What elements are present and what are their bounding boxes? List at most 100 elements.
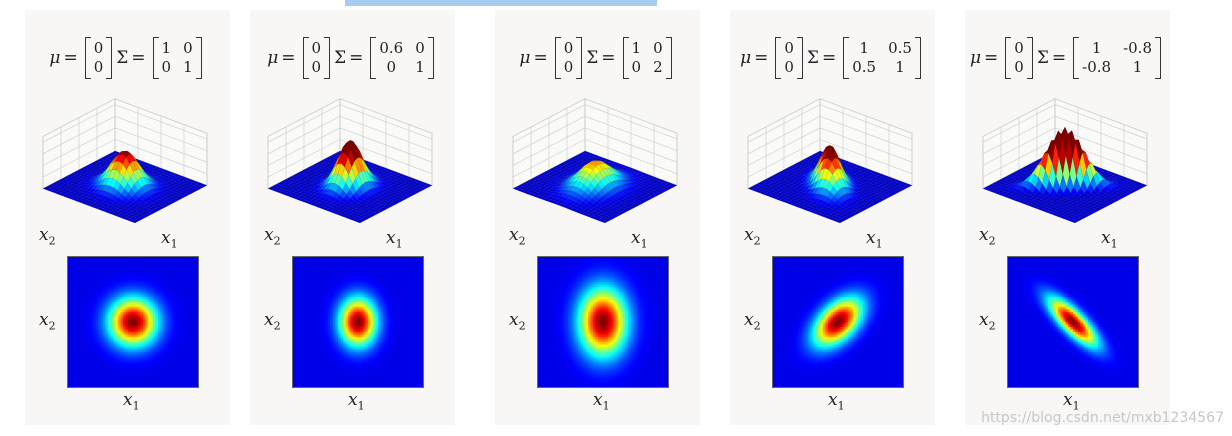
surface-plot-group: [42, 98, 208, 224]
density-heatmap-canvas: [68, 257, 198, 387]
covariance-matrix-entry: -0.8: [1123, 39, 1152, 57]
covariance-matrix-left-bracket: [1073, 37, 1080, 79]
covariance-matrix-entry: 0: [631, 58, 642, 76]
watermark-text: https://blog.csdn.net/mxb1234567: [981, 410, 1224, 426]
mean-vector-right-bracket: [106, 37, 113, 79]
surface-x1-label: x1: [161, 228, 178, 250]
heatmap-x1-label: x1: [123, 390, 140, 412]
heatmap-x2-label: x2: [979, 310, 996, 332]
surface-facet: [130, 219, 139, 224]
wall-gridline: [747, 139, 913, 178]
sigma-symbol: Σ: [1036, 48, 1049, 68]
heatmap-x1-label-x: x: [828, 390, 838, 410]
density-heatmap-canvas: [293, 257, 423, 387]
parameter-formula: μ = 0 0 Σ = 1 0 0 2: [495, 28, 700, 88]
equals-sign: =: [601, 48, 616, 68]
mean-vector-left-bracket: [554, 37, 561, 79]
mean-vector-entry: 0: [1014, 58, 1024, 76]
covariance-matrix-right-bracket: [1155, 37, 1161, 79]
heatmap-x1-label-x: x: [123, 390, 133, 410]
covariance-matrix-right-bracket: [914, 37, 921, 79]
surface-x2-label: x2: [264, 225, 281, 247]
covariance-matrix-entry: 0: [415, 39, 425, 57]
surface-x2-label: x2: [744, 225, 761, 247]
density-heatmap-canvas: [1008, 257, 1138, 387]
surface-x2-label: x2: [509, 225, 526, 247]
surface-x1-label: x1: [386, 228, 403, 250]
gaussian-panel-4: μ = 0 0 Σ = 1 0.5 0.5 1 x2 x1 x2 x1: [730, 10, 935, 425]
equals-sign: =: [754, 48, 769, 68]
wall-gridline: [982, 104, 1148, 143]
density-surface-plot: [512, 98, 678, 224]
heatmap-x2-label-x: x: [264, 310, 274, 330]
surface-plot-group: [982, 98, 1148, 224]
density-heatmap: [292, 256, 424, 388]
heatmap-x2-label-x: x: [39, 310, 49, 330]
parameter-formula: μ = 0 0 Σ = 1 0 0 1: [25, 28, 230, 88]
wall-gridline: [982, 127, 1148, 166]
surface-x2-label-x: x: [744, 225, 754, 245]
density-surface-plot: [42, 98, 208, 224]
surface-x1-label-x: x: [631, 228, 641, 248]
covariance-matrix-entry: 2: [653, 58, 663, 76]
surface-x2-label-x: x: [979, 225, 989, 245]
wall-gridline: [747, 115, 913, 155]
wall-gridline: [982, 115, 1148, 155]
covariance-matrix-entry: 1: [859, 39, 869, 57]
equals-sign: =: [281, 48, 296, 68]
mean-vector-entry: 0: [563, 39, 574, 57]
surface-x2-label-x: x: [39, 225, 49, 245]
covariance-matrix-right-bracket: [427, 37, 434, 79]
surface-x1-label: x1: [866, 228, 883, 250]
wall-gridline: [267, 104, 433, 143]
surface-facet: [835, 219, 844, 224]
wall-gridline: [512, 115, 678, 155]
surface-x1-label-x: x: [386, 228, 396, 248]
mu-symbol: μ: [969, 48, 982, 68]
density-surface-plot: [982, 98, 1148, 224]
covariance-matrix-entry: 1: [183, 58, 193, 76]
heatmap-x1-label: x1: [828, 390, 845, 412]
covariance-matrix-left-bracket: [622, 37, 629, 79]
wall-gridline: [512, 127, 678, 166]
covariance-matrix-right-bracket: [665, 37, 672, 79]
mu-symbol: μ: [267, 48, 279, 68]
wall-gridline: [512, 139, 678, 178]
heatmap-x1-label-subscript: 1: [132, 399, 140, 413]
heatmap-x2-label: x2: [264, 310, 281, 332]
mean-vector-left-bracket: [775, 37, 782, 79]
parameter-formula: μ = 0 0 Σ = 1 0.5 0.5 1: [730, 28, 935, 88]
mean-vector-right-bracket: [576, 37, 583, 79]
mean-vector-entry: 0: [1014, 39, 1024, 57]
heatmap-x2-label-x: x: [744, 310, 754, 330]
gaussian-panel-1: μ = 0 0 Σ = 1 0 0 1 x2 x1 x2 x1: [25, 10, 230, 425]
surface-plot-group: [512, 98, 678, 224]
heatmap-x2-label-subscript: 2: [48, 319, 56, 333]
covariance-matrix-left-bracket: [152, 37, 159, 79]
heatmap-x2-label: x2: [509, 310, 526, 332]
equals-sign: =: [984, 48, 999, 68]
surface-x1-label-x: x: [161, 228, 171, 248]
mean-vector-left-bracket: [1005, 37, 1012, 79]
surface-facet: [600, 219, 609, 224]
wall-gridline: [747, 127, 913, 166]
surface-plot-group: [267, 98, 433, 224]
covariance-matrix-entry: 1: [415, 58, 425, 76]
mean-vector-right-bracket: [324, 37, 331, 79]
sigma-symbol: Σ: [334, 48, 347, 68]
surface-x1-label-subscript: 1: [640, 237, 648, 251]
density-heatmap: [772, 256, 904, 388]
surface-x1-label-subscript: 1: [1110, 237, 1118, 251]
density-heatmap: [537, 256, 669, 388]
heatmap-x2-label-subscript: 2: [753, 319, 761, 333]
covariance-matrix: 1 -0.8 -0.8 1: [1073, 37, 1161, 79]
heatmap-x1-label-x: x: [1063, 390, 1073, 410]
surface-x2-label-subscript: 2: [273, 234, 281, 248]
